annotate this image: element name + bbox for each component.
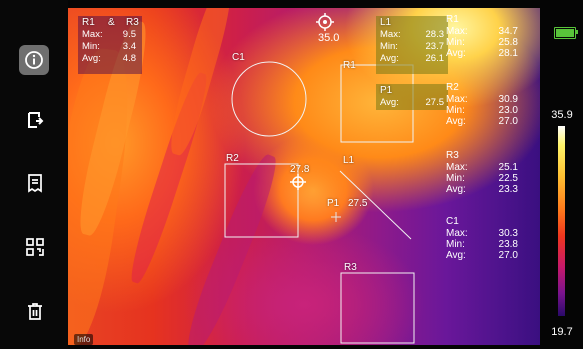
r1-stats-title: R1 — [446, 14, 459, 25]
measurement-overlay — [224, 13, 415, 344]
l1-row-avg: Avg: 26.1 — [380, 53, 444, 64]
qr-code-icon — [26, 238, 44, 256]
l1-stats-box — [376, 16, 448, 74]
diff-row-avg: Avg: 4.8 — [82, 53, 136, 64]
l1-stats-title: L1 — [380, 17, 392, 28]
target-icon — [316, 13, 334, 31]
r2-avg-row: Avg: 27.0 — [446, 116, 518, 127]
color-scale: 35.9 19.7 — [540, 0, 583, 349]
info-button[interactable] — [19, 45, 49, 75]
l1-row-min: Min: 23.7 — [380, 41, 444, 52]
difference-box — [78, 16, 142, 74]
cursor-crosshair-icon[interactable] — [290, 174, 306, 190]
center-temperature: 35.0 — [318, 32, 340, 44]
p1-row-avg: Avg: 27.5 — [380, 97, 444, 108]
p1-label: P1 — [327, 198, 340, 209]
c1-circle[interactable] — [231, 61, 307, 137]
p1-value: 27.5 — [348, 198, 368, 209]
c1-min-row: Min: 23.8 — [446, 239, 518, 250]
thermal-image[interactable]: R1 & R3 Max: 9.5 Min: 3.4 Avg: 4.8 35.0 L1 … — [68, 8, 540, 345]
diff-title-b: R3 — [126, 17, 139, 28]
cursor-value: 27.8 — [290, 164, 310, 175]
r2-stats-title: R2 — [446, 82, 459, 93]
r3-stats-group: R3 Max: 25.1 Min: 22.5 Avg: 23.3 — [446, 150, 518, 195]
r1-max-row: Max: 34.7 — [446, 26, 518, 37]
r2-min-row: Min: 23.0 — [446, 105, 518, 116]
r2-rect[interactable] — [224, 163, 299, 238]
report-icon — [28, 174, 42, 193]
export-icon — [28, 112, 44, 128]
diff-row-min: Min: 3.4 — [82, 41, 136, 52]
r3-min-row: Min: 22.5 — [446, 173, 518, 184]
qr-code-button[interactable] — [18, 230, 52, 264]
scale-max: 35.9 — [551, 109, 573, 121]
c1-label: C1 — [232, 52, 245, 63]
r3-avg-row: Avg: 23.3 — [446, 184, 518, 195]
stats-panel: R1 Max: 34.7 Min: 25.8 Avg: 28.1 R2 Max: 30.… — [446, 14, 540, 274]
diff-title-amp: & — [108, 17, 115, 28]
info-tag: Info — [74, 334, 94, 345]
color-scale-bar — [558, 126, 565, 316]
r3-label: R3 — [344, 262, 357, 273]
r1-min-row: Min: 25.8 — [446, 37, 518, 48]
delete-button[interactable] — [18, 294, 52, 328]
p1-stats-box — [376, 84, 448, 110]
left-toolbar — [0, 0, 68, 349]
r2-label: R2 — [226, 153, 239, 164]
info-icon — [25, 51, 43, 69]
trash-icon — [28, 303, 42, 320]
r3-stats-title: R3 — [446, 150, 459, 161]
r1-label: R1 — [343, 60, 356, 71]
c1-avg-row: Avg: 27.0 — [446, 250, 518, 261]
c1-max-row: Max: 30.3 — [446, 228, 518, 239]
r1-stats-group: R1 Max: 34.7 Min: 25.8 Avg: 28.1 — [446, 14, 518, 59]
scale-min: 19.7 — [551, 326, 573, 338]
r1-avg-row: Avg: 28.1 — [446, 48, 518, 59]
diff-row-max: Max: 9.5 — [82, 29, 136, 40]
p1-stats-title: P1 — [380, 85, 393, 96]
l1-row-max: Max: 28.3 — [380, 29, 444, 40]
c1-stats-title: C1 — [446, 216, 459, 227]
r2-max-row: Max: 30.9 — [446, 94, 518, 105]
battery-icon — [554, 27, 578, 39]
l1-line[interactable] — [339, 170, 412, 240]
p1-marker[interactable] — [331, 212, 341, 222]
r2-stats-group: R2 Max: 30.9 Min: 23.0 Avg: 27.0 — [446, 82, 518, 127]
r3-max-row: Max: 25.1 — [446, 162, 518, 173]
report-button[interactable] — [18, 166, 52, 200]
c1-stats-group: C1 Max: 30.3 Min: 23.8 Avg: 27.0 — [446, 216, 518, 261]
export-button[interactable] — [18, 103, 52, 137]
l1-label: L1 — [343, 155, 355, 166]
diff-title-a: R1 — [82, 17, 95, 28]
r3-rect[interactable] — [340, 272, 415, 344]
